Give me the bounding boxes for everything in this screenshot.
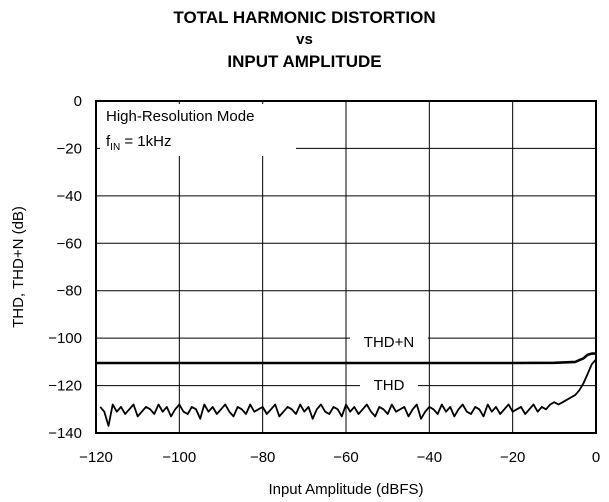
thdn-label-background [350, 332, 428, 352]
chart-title-line-2: vs [296, 31, 313, 48]
fin-annotation: fIN = 1kHz [106, 133, 171, 153]
fin-prefix: f [106, 133, 111, 150]
mode-annotation: High-Resolution Mode [106, 108, 254, 125]
y-tick-label: −20 [57, 140, 82, 157]
x-tick-label: −120 [79, 449, 113, 466]
annotation-background [100, 104, 296, 156]
y-axis-label: THD, THD+N (dB) [10, 206, 27, 328]
x-tick-labels: −120 −100 −80 −60 −40 −20 0 [79, 449, 600, 466]
x-tick-label: −20 [500, 449, 525, 466]
fin-subscript: IN [110, 142, 120, 153]
fin-value: = 1kHz [120, 133, 171, 150]
y-tick-label: −80 [57, 283, 82, 300]
x-tick-label: 0 [592, 449, 600, 466]
x-axis-label: Input Amplitude (dBFS) [268, 481, 423, 498]
plot-frame [95, 100, 597, 434]
x-tick-label: −60 [333, 449, 358, 466]
series-label-thdn: THD+N [364, 334, 414, 351]
y-tick-label: 0 [74, 93, 82, 110]
chart-title-line-3: INPUT AMPLITUDE [227, 52, 382, 71]
y-tick-labels: 0 −20 −40 −60 −80 −100 −120 −140 [48, 93, 82, 442]
series-line-thd [99, 358, 597, 427]
series-label-thd: THD [374, 377, 405, 394]
y-tick-label: −140 [48, 425, 82, 442]
x-tick-label: −40 [417, 449, 442, 466]
thd-label-background [360, 375, 418, 395]
series-lines [96, 352, 597, 427]
y-tick-label: −60 [57, 235, 82, 252]
chart-title-line-1: TOTAL HARMONIC DISTORTION [173, 8, 436, 27]
y-tick-label: −120 [48, 378, 82, 395]
y-tick-label: −40 [57, 188, 82, 205]
x-tick-label: −80 [250, 449, 275, 466]
x-tick-label: −100 [162, 449, 196, 466]
y-tick-label: −100 [48, 330, 82, 347]
series-line-thdn [96, 352, 596, 365]
